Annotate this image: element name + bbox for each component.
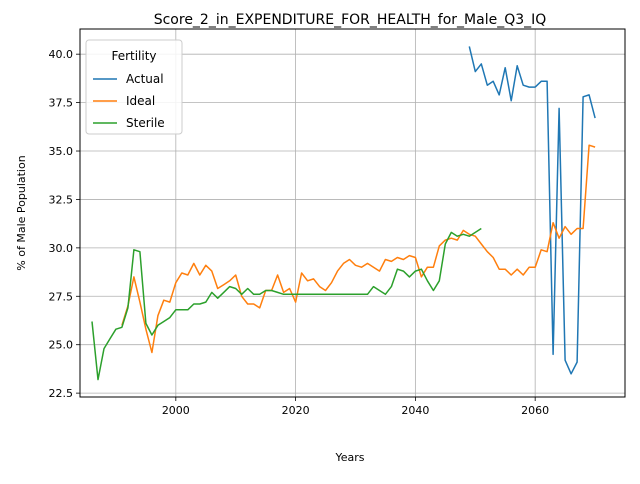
x-axis: 2000 2020 2040 2060 [162,397,549,417]
x-tick-label: 2000 [162,404,190,417]
y-tick-label: 35.0 [49,145,74,158]
x-tick-label: 2020 [282,404,310,417]
series-line-ideal [121,144,596,354]
series-line-sterile [91,227,482,381]
legend-title: Fertility [111,49,156,63]
y-tick-label: 37.5 [49,97,74,110]
legend-label-sterile: Sterile [126,116,165,130]
legend: Fertility Actual Ideal Sterile [85,39,183,135]
chart-title: Score_2_in_EXPENDITURE_FOR_HEALTH_for_Ma… [154,12,547,28]
legend-entries: Actual Ideal Sterile [93,72,165,130]
y-tick-label: 27.5 [49,290,74,303]
series-layer [91,46,596,381]
grid-lines [80,29,625,397]
y-tick-label: 30.0 [49,242,74,255]
y-tick-label: 32.5 [49,193,74,206]
legend-box [85,39,183,135]
legend-label-actual: Actual [126,72,164,86]
legend-label-ideal: Ideal [126,94,155,108]
y-tick-label: 40.0 [49,48,74,61]
y-tick-label: 25.0 [49,339,74,352]
series-line-actual [468,46,596,375]
plot-frame [79,28,626,398]
x-tick-label: 2060 [521,404,549,417]
x-axis-label: Years [334,451,364,464]
y-axis: 22.5 25.0 27.5 30.0 32.5 35.0 37.5 40.0 [49,48,80,400]
x-tick-label: 2040 [401,404,429,417]
y-tick-label: 22.5 [49,387,74,400]
y-axis-label: % of Male Population [15,155,28,270]
